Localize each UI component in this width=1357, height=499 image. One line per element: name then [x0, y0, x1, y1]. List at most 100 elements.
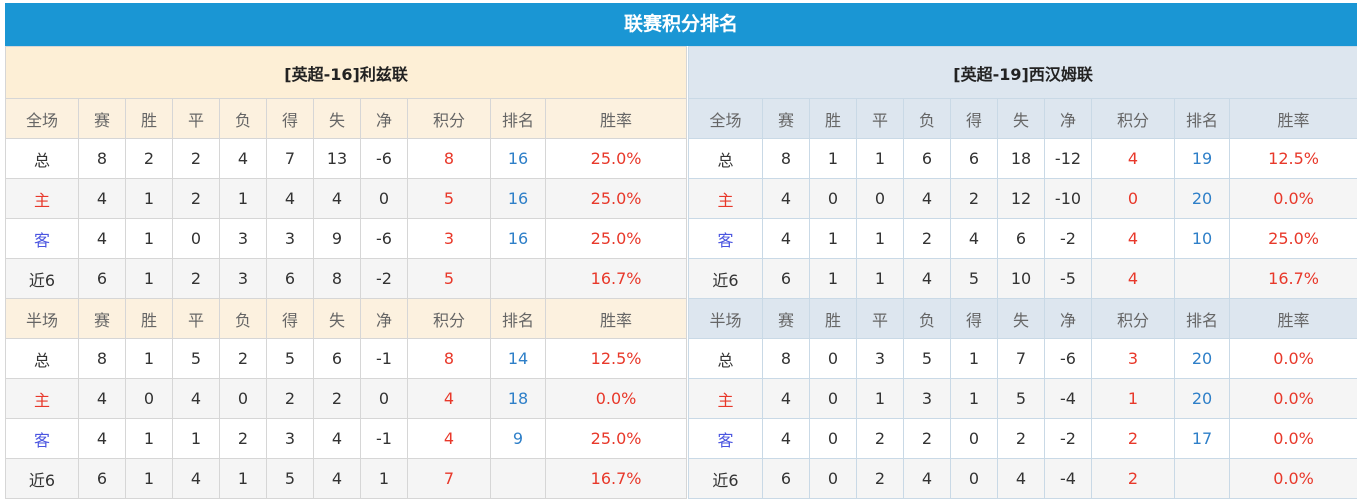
column-header: 赛: [762, 98, 810, 139]
table-row-away: 客 4 1 0 3 3 9 -6 3 16 25.0%: [5, 218, 688, 259]
cell: 1: [125, 338, 173, 379]
rank-cell: [490, 458, 546, 499]
cell: 1: [809, 258, 857, 299]
cell: 6: [762, 458, 810, 499]
column-header: 胜: [809, 98, 857, 139]
points-cell: 4: [1091, 258, 1175, 299]
cell: 4: [903, 458, 951, 499]
team-name: [英超-16]利兹联: [4, 46, 688, 99]
cell: 2: [266, 378, 314, 419]
cell: 0: [809, 458, 857, 499]
points-cell: 2: [1091, 418, 1175, 459]
cell: -6: [360, 218, 408, 259]
team-name: [英超-19]西汉姆联: [687, 46, 1357, 99]
standings-table: [英超-16]利兹联 全场赛胜平负得失净积分 排名 胜率总 8 2 2 4 7 13 -6 8 16 25…: [4, 46, 688, 499]
points-cell: 3: [1091, 338, 1175, 379]
rank-cell: 17: [1174, 418, 1230, 459]
section-label: 全场: [688, 98, 763, 139]
cell: 2: [903, 418, 951, 459]
cell: 5: [172, 338, 220, 379]
cell: 2: [172, 178, 220, 219]
win-rate-cell: 16.7%: [544, 458, 688, 499]
column-header: 胜率: [1228, 298, 1357, 339]
cell: 6: [266, 258, 314, 299]
column-header: 平: [172, 98, 220, 139]
column-header: 失: [997, 298, 1045, 339]
points-cell: 7: [407, 458, 491, 499]
column-header: 负: [219, 298, 267, 339]
column-header: 胜: [125, 298, 173, 339]
cell: 4: [950, 218, 998, 259]
rank-cell: 19: [1174, 138, 1230, 179]
cell: -1: [360, 418, 408, 459]
win-rate-cell: 0.0%: [1228, 338, 1357, 379]
win-rate-cell: 0.0%: [1228, 378, 1357, 419]
cell: 3: [856, 338, 904, 379]
row-label: 客: [5, 418, 79, 459]
win-rate-cell: 16.7%: [1228, 258, 1357, 299]
cell: 6: [78, 458, 126, 499]
row-label: 主: [688, 378, 763, 419]
row-label: 总: [688, 338, 763, 379]
column-header: 排名: [1174, 298, 1230, 339]
cell: 1: [360, 458, 408, 499]
column-header: 失: [313, 298, 361, 339]
cell: 1: [856, 218, 904, 259]
cell: 5: [266, 458, 314, 499]
cell: 4: [78, 218, 126, 259]
cell: 4: [78, 378, 126, 419]
cell: -5: [1044, 258, 1092, 299]
row-label: 客: [688, 418, 763, 459]
rank-cell: [1174, 258, 1230, 299]
rank-cell: 16: [490, 138, 546, 179]
cell: 1: [856, 258, 904, 299]
section-label: 半场: [688, 298, 763, 339]
cell: 3: [266, 218, 314, 259]
cell: 8: [313, 258, 361, 299]
column-header: 净: [1044, 98, 1092, 139]
cell: 4: [762, 378, 810, 419]
column-header: 平: [856, 298, 904, 339]
win-rate-cell: 0.0%: [544, 378, 688, 419]
table-row-away: 客 4 1 1 2 3 4 -1 4 9 25.0%: [5, 418, 688, 459]
column-header: 赛: [762, 298, 810, 339]
table-row-total: 总 8 0 3 5 1 7 -6 3 20 0.0%: [688, 338, 1357, 379]
cell: 6: [762, 258, 810, 299]
cell: 2: [219, 418, 267, 459]
cell: 0: [809, 338, 857, 379]
table-row-home: 主 4 0 4 0 2 2 0 4 18 0.0%: [5, 378, 688, 419]
row-label: 总: [688, 138, 763, 179]
points-cell: 8: [407, 338, 491, 379]
column-header: 赛: [78, 98, 126, 139]
home-team-standings: [英超-16]利兹联 全场赛胜平负得失净积分 排名 胜率总 8 2 2 4 7 13 -6 8 16 25…: [4, 46, 688, 499]
table-row-home: 主 4 0 0 4 2 12 -10 0 20 0.0%: [688, 178, 1357, 219]
rank-cell: 14: [490, 338, 546, 379]
cell: 1: [125, 458, 173, 499]
rank-cell: 20: [1174, 178, 1230, 219]
table-row-last6: 近6 6 1 2 3 6 8 -2 5 16.7%: [5, 258, 688, 299]
cell: 8: [78, 338, 126, 379]
cell: 0: [809, 378, 857, 419]
points-cell: 4: [1091, 218, 1175, 259]
column-header: 排名: [490, 298, 546, 339]
cell: 4: [903, 258, 951, 299]
cell: 1: [125, 218, 173, 259]
cell: 4: [172, 378, 220, 419]
table-row-away: 客 4 0 2 2 0 2 -2 2 17 0.0%: [688, 418, 1357, 459]
rank-cell: 18: [490, 378, 546, 419]
row-label: 近6: [688, 258, 763, 299]
win-rate-cell: 0.0%: [1228, 418, 1357, 459]
cell: 4: [762, 178, 810, 219]
cell: 3: [266, 418, 314, 459]
win-rate-cell: 12.5%: [1228, 138, 1357, 179]
row-label: 客: [688, 218, 763, 259]
table-row-last6: 近6 6 1 1 4 5 10 -5 4 16.7%: [688, 258, 1357, 299]
column-header: 得: [950, 98, 998, 139]
win-rate-cell: 16.7%: [544, 258, 688, 299]
away-team-standings: [英超-19]西汉姆联 全场赛胜平负得失净积分 排名 胜率总 8 1 1 6 6 18 -12 4 19…: [687, 46, 1357, 499]
column-header: 积分: [407, 298, 491, 339]
cell: 8: [78, 138, 126, 179]
cell: 4: [997, 458, 1045, 499]
rank-cell: [490, 258, 546, 299]
cell: 2: [219, 338, 267, 379]
